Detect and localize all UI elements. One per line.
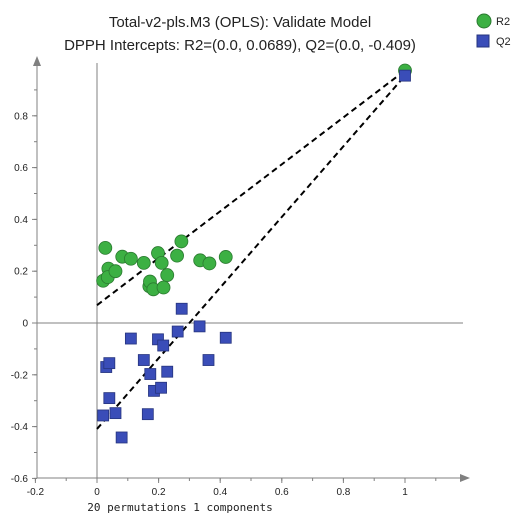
y-tick-label: 0.4 [14,215,28,226]
y-tick-label: 0.2 [14,267,28,278]
q2-point [171,325,184,338]
q2-point [157,339,170,352]
legend-r2-label: R2 [496,16,510,28]
y-tick-label: -0.4 [11,422,29,433]
legend: R2 Q2 [476,13,511,48]
q2-point [193,320,206,333]
q2-point [103,392,116,405]
y-tick-label: 0 [22,319,28,330]
chart-title: Total-v2-pls.M3 (OPLS): Validate Model [109,14,371,31]
x-tick-label: 0.8 [336,487,350,498]
q2-point [155,381,167,394]
r2-point [160,268,175,282]
r2-point [156,280,171,295]
y-tick-label: -0.6 [11,474,29,485]
regression-line-q2 [96,74,406,430]
x-tick-label: 1 [402,487,408,498]
chart-subtitle: DPPH Intercepts: R2=(0.0, 0.0689), Q2=(0… [64,37,416,54]
y-tick-label: 0.8 [14,111,28,122]
legend-r2-marker [476,13,492,29]
y-tick-label: -0.2 [11,370,29,381]
y-axis-arrow [33,56,41,66]
legend-q2-label: Q2 [496,36,511,48]
r2-point [123,251,138,266]
x-tick-label: 0.6 [275,487,289,498]
x-tick-label: -0.2 [27,487,45,498]
q2-point [161,365,174,378]
x-tick-label: 0.2 [152,487,166,498]
q2-point [141,408,154,421]
x-axis-arrow [460,474,470,482]
regression-line-r2 [96,69,406,306]
x-tick-label: 0.4 [213,487,227,498]
q2-point [124,332,137,345]
q2-point [109,407,122,420]
q2-point [219,331,232,344]
plot-area: -0.2 0 0.2 0.4 0.6 0.8 1 -0.6 -0.4 -0.2 0 0.2 0.4 0.6… [11,56,470,498]
r2-point [136,256,151,270]
r2-point [108,264,123,279]
q2-point [115,431,128,444]
q2-point [103,357,116,370]
r2-point [154,256,169,270]
q2-point [137,354,150,366]
x-tick-label: 0 [94,487,100,498]
q2-point [202,354,215,366]
q2-point [97,409,110,422]
q2-point [175,302,188,315]
x-axis-label: 20 permutations 1 components [87,501,272,514]
r2-point [170,248,184,263]
r2-point [202,256,217,271]
q2-point [399,69,411,82]
y-tick-label: 0.6 [14,163,28,174]
r2-point [174,234,189,249]
legend-q2-marker [476,34,490,48]
r2-point [218,250,233,264]
q2-point [144,368,157,380]
r2-point [98,240,113,255]
